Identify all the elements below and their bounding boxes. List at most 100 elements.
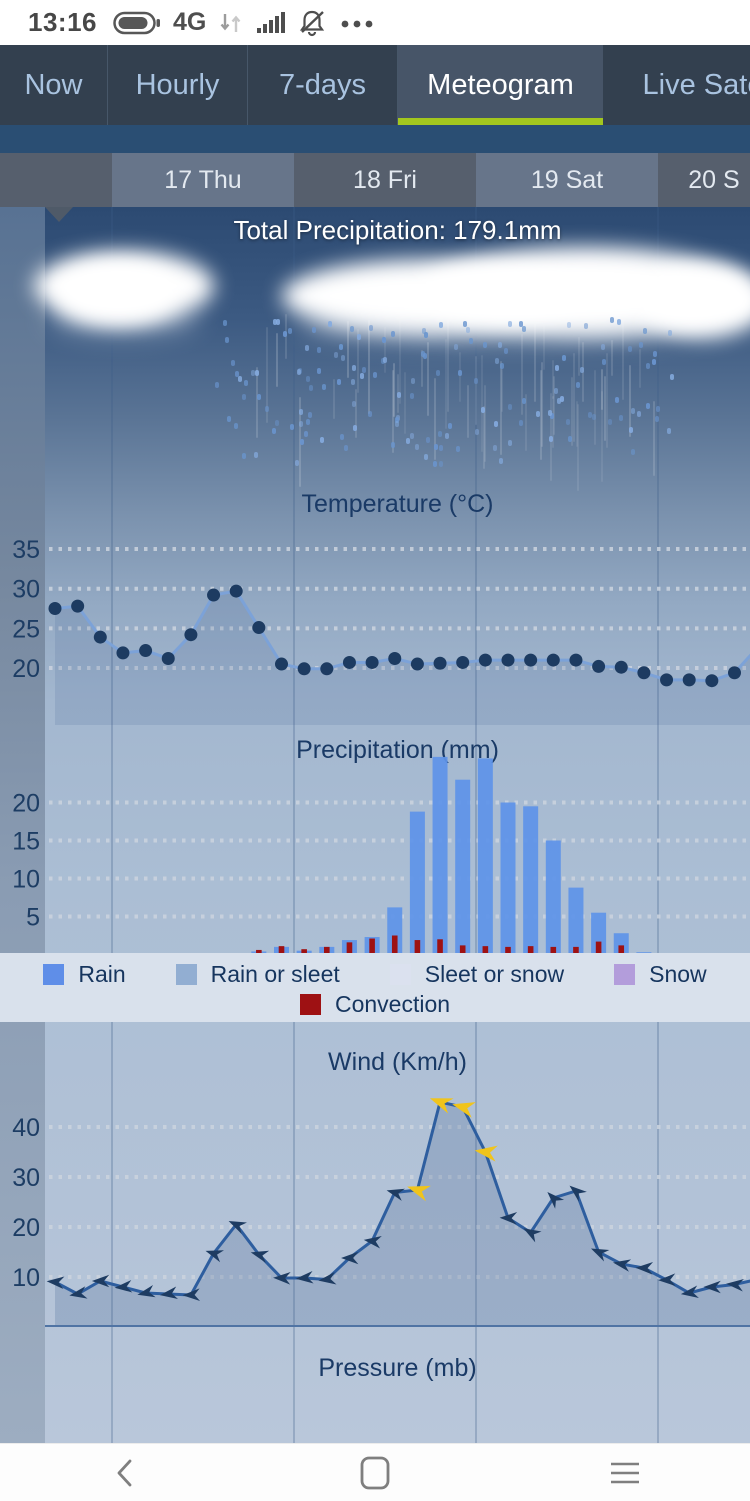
temperature-tick-label: 35 xyxy=(12,536,40,564)
wind-arrow-icon xyxy=(295,1270,314,1284)
home-button[interactable] xyxy=(330,1451,420,1495)
day-cell-18-fri: 18 Fri xyxy=(294,153,476,207)
wind-arrow-icon xyxy=(726,1279,744,1292)
tab-live-sate[interactable]: Live Sate xyxy=(642,68,750,101)
precipitation-tick-label: 10 xyxy=(12,866,40,894)
temperature-title: Temperature (°C) xyxy=(301,490,494,518)
total-precipitation-label: Total Precipitation: 179.1mm xyxy=(233,215,562,245)
mute-icon xyxy=(300,10,325,36)
rain-swatch-icon xyxy=(43,963,65,985)
precipitation-tick-label: 20 xyxy=(12,790,40,818)
wind-arrow-icon xyxy=(569,1185,587,1202)
home-square-icon xyxy=(360,1456,390,1489)
cloud-icon xyxy=(640,265,750,337)
wind-arrow-icon xyxy=(91,1274,110,1288)
wind-arrow-icon xyxy=(703,1280,721,1294)
temperature-tick-label: 30 xyxy=(12,576,40,604)
tab-meteogram[interactable]: Meteogram xyxy=(398,45,603,125)
wind-tick-label: 40 xyxy=(12,1114,40,1142)
wind-arrow-icon xyxy=(46,1276,65,1290)
time-pointer-icon xyxy=(45,207,73,222)
wind-tick-label: 10 xyxy=(12,1264,40,1292)
menu-lines-icon xyxy=(611,1462,639,1483)
legend-item-sleet-or-snow: Sleet or snow xyxy=(389,960,565,988)
wind-arrow-strong-icon xyxy=(429,1098,454,1114)
wind-arrow-icon xyxy=(680,1285,699,1298)
network-type-label: 4G xyxy=(173,8,207,36)
rain-or-sleet-swatch-icon xyxy=(175,963,197,985)
day-cell-20-s: 20 S xyxy=(658,153,750,207)
day-gridline xyxy=(657,207,659,1443)
wind-arrow-icon xyxy=(250,1250,270,1263)
wind-arrow-icon xyxy=(205,1250,224,1263)
wind-arrow-strong-icon xyxy=(407,1185,431,1202)
wind-arrow-icon xyxy=(386,1188,406,1201)
precipitation-title: Precipitation (mm) xyxy=(296,736,499,764)
legend-item-rain-or-sleet: Rain or sleet xyxy=(175,960,340,988)
status-bar: 13:16 4G xyxy=(0,0,750,45)
wind-arrow-icon xyxy=(273,1272,291,1285)
data-arrows-icon xyxy=(220,13,241,32)
legend-label: Rain or sleet xyxy=(210,960,340,987)
wind-arrow-icon xyxy=(341,1251,359,1265)
tab-7-days[interactable]: 7-days xyxy=(248,45,398,125)
tab-hourly[interactable]: Hourly xyxy=(108,45,248,125)
convection-swatch-icon xyxy=(299,993,321,1015)
wind-arrow-icon xyxy=(318,1272,337,1285)
legend-item-convection: Convection xyxy=(299,990,451,1018)
wind-arrow-strong-icon xyxy=(452,1102,476,1118)
temperature-tick-label: 25 xyxy=(12,615,40,643)
wind-arrow-icon xyxy=(612,1259,632,1272)
wind-title: Wind (Km/h) xyxy=(328,1048,467,1076)
wind-tick-label: 20 xyxy=(12,1214,40,1242)
legend-item-snow: Snow xyxy=(614,961,707,988)
wind-arrow-icon xyxy=(635,1262,654,1275)
wind-arrow-icon xyxy=(228,1220,247,1234)
wind-arrow-icon xyxy=(658,1273,676,1286)
signal-icon xyxy=(257,11,286,33)
android-nav-bar xyxy=(0,1443,750,1501)
snow-swatch-icon xyxy=(614,963,636,985)
day-cell-blank xyxy=(0,153,112,207)
charts-svg: 35 30 25 20 20 15 10 5 40 30 20 10 xyxy=(12,536,750,1327)
wind-arrow-icon xyxy=(114,1279,133,1293)
temperature-tick-label: 20 xyxy=(12,655,40,683)
day-cell-17-thu: 17 Thu xyxy=(112,153,294,207)
recents-button[interactable] xyxy=(580,1451,670,1495)
precipitation-tick-label: 15 xyxy=(12,828,40,856)
legend-item-rain: Rain xyxy=(43,961,126,988)
meteogram-chart[interactable]: Total Precipitation: 179.1mm Temperature… xyxy=(0,207,750,1443)
wind-arrow-icon xyxy=(523,1228,542,1243)
precipitation-legend: Rain Rain or sleet Sleet or snow Snow Conve… xyxy=(0,953,750,1022)
day-cell-19-sat: 19 Sat xyxy=(476,153,658,207)
y-axis-gutter xyxy=(0,207,45,1443)
day-gridline xyxy=(111,207,113,1443)
pressure-title: Pressure (mb) xyxy=(318,1354,477,1382)
day-gridline xyxy=(293,207,295,1443)
wind-arrow-icon xyxy=(159,1286,178,1299)
wind-arrow-icon xyxy=(137,1284,156,1298)
wind-arrow-strong-icon xyxy=(474,1145,498,1162)
legend-label: Convection xyxy=(334,990,451,1017)
back-button[interactable] xyxy=(80,1451,170,1495)
legend-label: Snow xyxy=(649,960,707,987)
wind-arrow-icon xyxy=(499,1212,518,1225)
wind-tick-label: 30 xyxy=(12,1164,40,1192)
header-strip xyxy=(0,125,750,153)
chevron-left-icon xyxy=(117,1459,132,1486)
tab-now[interactable]: Now xyxy=(0,45,108,125)
precipitation-tick-label: 5 xyxy=(26,904,40,932)
legend-label: Sleet or snow xyxy=(424,960,565,987)
cloud-icon xyxy=(56,263,176,323)
sleet-or-snow-swatch-icon xyxy=(389,963,411,985)
more-icon xyxy=(341,20,373,27)
clock: 13:16 xyxy=(28,7,97,37)
day-header: 17 Thu 18 Fri 19 Sat 20 S xyxy=(0,153,750,207)
wind-arrow-icon xyxy=(69,1286,88,1299)
day-gridline xyxy=(475,207,477,1443)
wind-arrow-icon xyxy=(182,1288,201,1301)
wind-arrow-icon xyxy=(547,1192,565,1209)
wind-arrow-icon xyxy=(590,1248,610,1262)
wind-arrow-icon xyxy=(363,1236,382,1249)
